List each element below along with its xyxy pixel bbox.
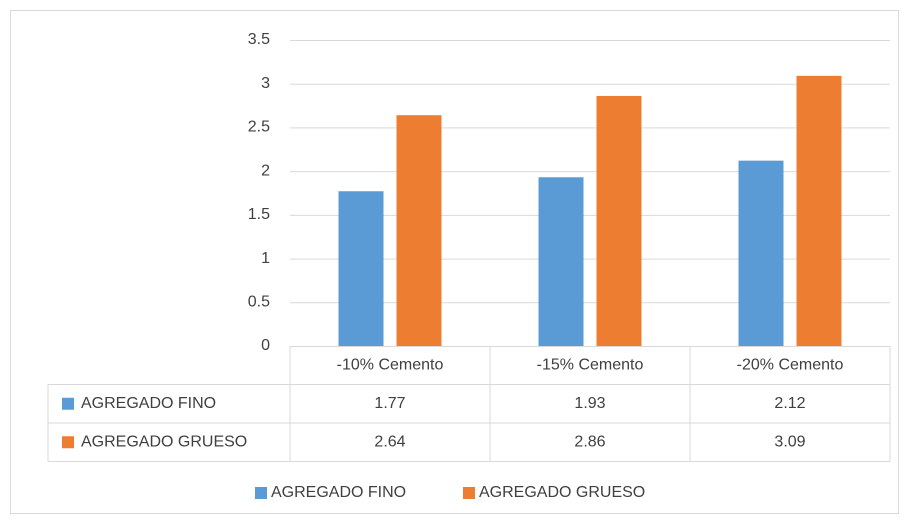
y-tick-label: 1 (261, 250, 270, 267)
table-row-label: AGREGADO FINO (81, 395, 216, 412)
y-tick-label: 0.5 (248, 294, 270, 311)
table-cell: 3.09 (774, 433, 805, 450)
table-legend-key (62, 397, 74, 410)
x-tick-label: -20% Cemento (737, 356, 844, 373)
y-tick-label: 3 (261, 75, 270, 92)
table-cell: 2.12 (774, 395, 805, 412)
legend-label: AGREGADO GRUESO (479, 484, 645, 501)
y-tick-label: 0 (261, 337, 270, 354)
y-tick-label: 3.5 (248, 31, 270, 48)
legend-key (463, 487, 475, 499)
bar (738, 160, 784, 346)
table-cell: 2.86 (574, 433, 605, 450)
x-tick-label: -15% Cemento (537, 356, 644, 373)
bar (796, 75, 842, 347)
table-row-label: AGREGADO GRUESO (81, 433, 247, 450)
bar (596, 95, 642, 346)
table-cell: 2.64 (374, 433, 405, 450)
y-tick-label: 1.5 (248, 206, 270, 223)
table-cell: 1.93 (574, 395, 605, 412)
bar (396, 115, 442, 346)
y-tick-label: 2.5 (248, 119, 270, 136)
x-tick-label: -10% Cemento (337, 356, 444, 373)
table-legend-key (62, 436, 74, 449)
legend-key (255, 487, 267, 499)
bar (538, 177, 584, 346)
table-cell: 1.77 (374, 395, 405, 412)
bar (338, 191, 384, 346)
y-tick-label: 2 (261, 162, 270, 179)
legend-label: AGREGADO FINO (271, 484, 406, 501)
